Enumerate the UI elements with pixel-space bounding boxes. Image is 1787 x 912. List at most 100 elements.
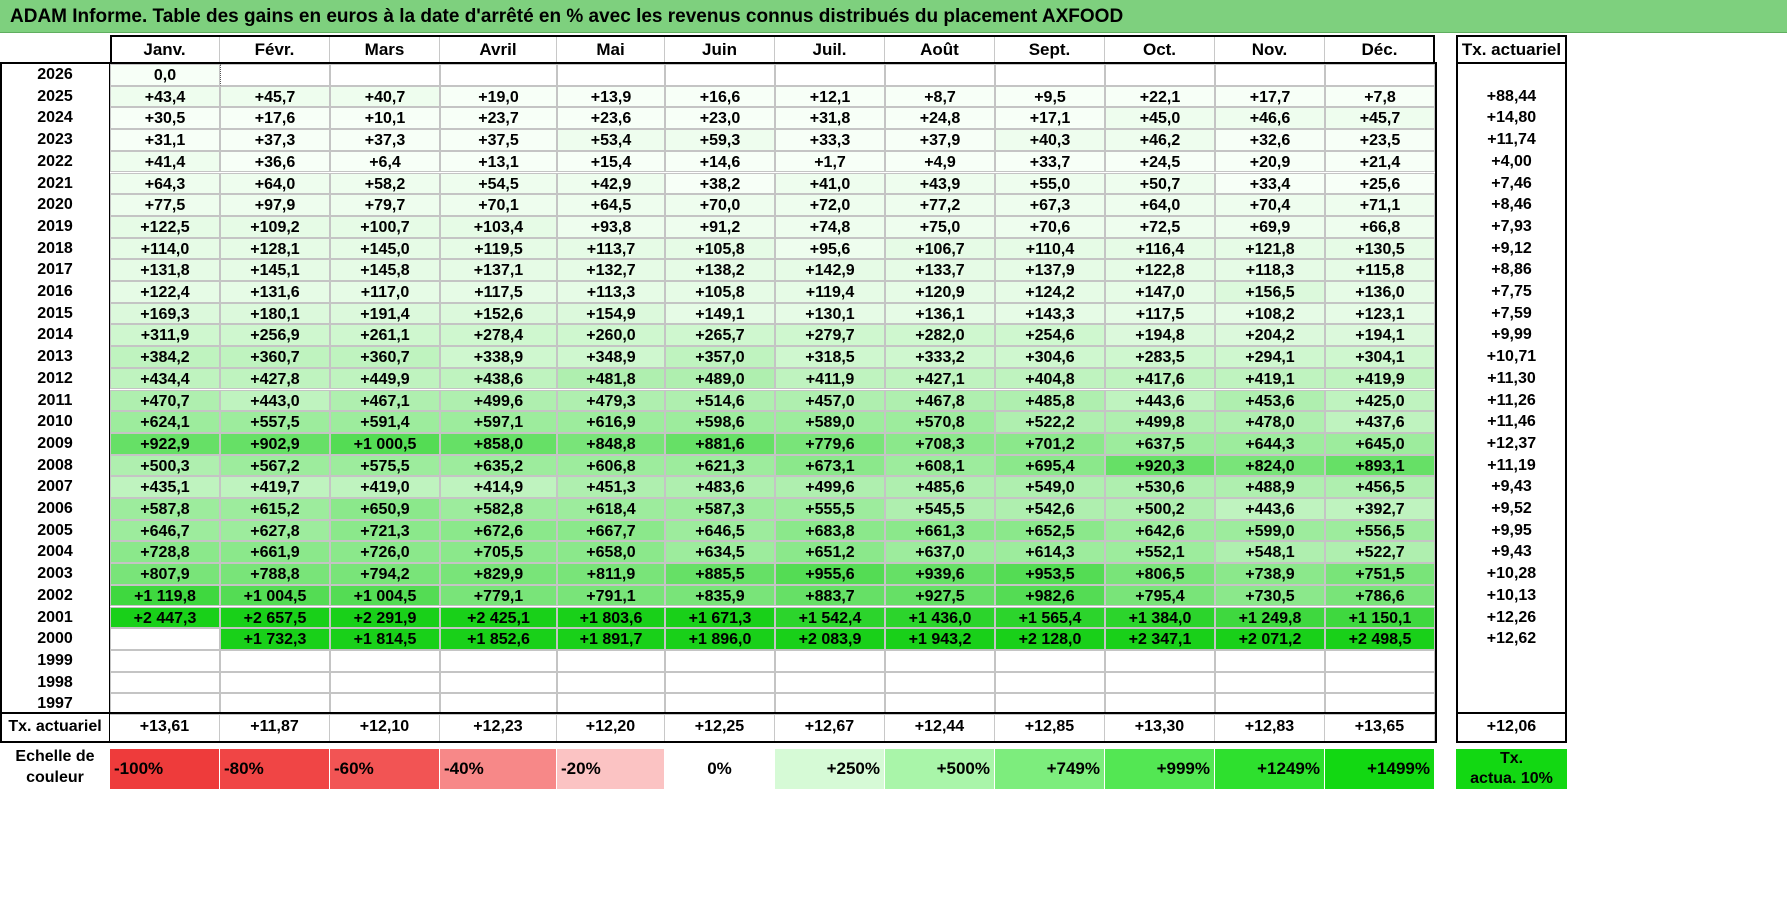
table-cell: +12,1 bbox=[775, 85, 885, 108]
scale-swatch: +749% bbox=[995, 749, 1104, 789]
table-cell bbox=[330, 693, 440, 715]
table-cell: +2 447,3 bbox=[110, 606, 220, 629]
table-cell: +598,6 bbox=[665, 411, 775, 433]
table-cell: +621,3 bbox=[665, 454, 775, 477]
table-cell: +50,7 bbox=[1105, 172, 1215, 195]
table-cell: +21,4 bbox=[1325, 150, 1435, 173]
year-label: 2025 bbox=[37, 87, 73, 105]
table-cell bbox=[557, 64, 665, 86]
table-cell bbox=[775, 649, 885, 672]
table-cell bbox=[330, 649, 440, 672]
table-cell: +597,1 bbox=[440, 411, 557, 433]
table-cell: +105,8 bbox=[665, 281, 775, 303]
scale-swatch: -100% bbox=[110, 749, 219, 789]
table-cell bbox=[220, 649, 330, 672]
footer-cell: +12,20 bbox=[557, 712, 665, 741]
rate-cell: +11,74 bbox=[1487, 131, 1536, 149]
table-cell: +38,2 bbox=[665, 172, 775, 195]
table-cell: +105,8 bbox=[665, 237, 775, 260]
scale-label-line: Echelle de bbox=[15, 748, 95, 765]
table-cell: +419,0 bbox=[330, 476, 440, 498]
table-cell: +522,2 bbox=[995, 411, 1105, 433]
month-header: Nov. bbox=[1215, 35, 1325, 64]
table-cell: +488,9 bbox=[1215, 476, 1325, 498]
year-label: 1997 bbox=[37, 695, 73, 713]
table-cell bbox=[1105, 64, 1215, 86]
table-cell bbox=[440, 693, 557, 715]
table-cell: +122,8 bbox=[1105, 259, 1215, 281]
year-label: 1998 bbox=[37, 673, 73, 691]
table-cell: +72,0 bbox=[775, 194, 885, 216]
table-cell: +451,3 bbox=[557, 476, 665, 498]
table-cell bbox=[557, 649, 665, 672]
table-cell: +443,6 bbox=[1105, 389, 1215, 412]
table-cell: +414,9 bbox=[440, 476, 557, 498]
table-cell: +46,6 bbox=[1215, 107, 1325, 130]
table-cell: +2 498,5 bbox=[1325, 628, 1435, 650]
table-cell: +615,2 bbox=[220, 498, 330, 520]
rate-cell: +9,43 bbox=[1491, 543, 1532, 561]
table-cell: +260,0 bbox=[557, 324, 665, 347]
table-cell: +1 896,0 bbox=[665, 628, 775, 650]
table-cell bbox=[1105, 693, 1215, 715]
table-cell: +587,8 bbox=[110, 498, 220, 520]
table-cell: +37,5 bbox=[440, 129, 557, 151]
rate-cell: +14,80 bbox=[1486, 109, 1537, 127]
table-cell: +927,5 bbox=[885, 584, 995, 607]
table-cell bbox=[110, 628, 220, 650]
table-cell: +1 732,3 bbox=[220, 628, 330, 650]
table-cell bbox=[885, 649, 995, 672]
table-cell: +567,2 bbox=[220, 454, 330, 477]
table-cell bbox=[220, 64, 330, 86]
footer-cell: +12,67 bbox=[775, 712, 885, 741]
month-header: Mai bbox=[557, 35, 665, 64]
table-cell: +70,6 bbox=[995, 215, 1105, 238]
table-cell: +522,7 bbox=[1325, 541, 1435, 564]
table-cell: +119,5 bbox=[440, 237, 557, 260]
table-cell: +902,9 bbox=[220, 432, 330, 455]
table-cell: +721,3 bbox=[330, 519, 440, 542]
rate-cell: +7,59 bbox=[1491, 304, 1532, 322]
table-cell: +116,4 bbox=[1105, 237, 1215, 260]
year-label: 2019 bbox=[37, 217, 73, 235]
table-cell: +142,9 bbox=[775, 259, 885, 281]
table-cell: +642,6 bbox=[1105, 519, 1215, 542]
month-header: Janv. bbox=[110, 35, 220, 64]
year-label: 2021 bbox=[37, 174, 73, 192]
scale-swatch: +999% bbox=[1105, 749, 1214, 789]
table-cell: +13,1 bbox=[440, 150, 557, 173]
table-cell: +751,5 bbox=[1325, 563, 1435, 585]
table-cell: +115,8 bbox=[1325, 259, 1435, 281]
table-border bbox=[0, 62, 1437, 714]
footer-cell: +12,25 bbox=[665, 712, 775, 741]
table-cell: +9,5 bbox=[995, 85, 1105, 108]
table-cell: +45,0 bbox=[1105, 107, 1215, 130]
table-cell: +514,6 bbox=[665, 389, 775, 412]
table-cell: +939,6 bbox=[885, 563, 995, 585]
table-cell: +256,9 bbox=[220, 324, 330, 347]
rate-cell: +7,75 bbox=[1491, 283, 1532, 300]
footer-cell: +12,23 bbox=[440, 712, 557, 741]
table-cell: +618,4 bbox=[557, 498, 665, 520]
table-cell bbox=[440, 649, 557, 672]
table-cell: +131,8 bbox=[110, 259, 220, 281]
scale-swatch: -60% bbox=[330, 749, 439, 789]
table-cell: +417,6 bbox=[1105, 367, 1215, 390]
rate-cell: +11,19 bbox=[1487, 456, 1536, 474]
table-cell: +22,1 bbox=[1105, 85, 1215, 108]
table-cell: +145,0 bbox=[330, 237, 440, 260]
year-label: 2001 bbox=[37, 608, 73, 626]
footer-cell: +13,61 bbox=[110, 712, 220, 741]
table-cell: +599,0 bbox=[1215, 519, 1325, 542]
table-cell: +360,7 bbox=[220, 346, 330, 368]
table-cell bbox=[330, 671, 440, 694]
table-cell: +726,0 bbox=[330, 541, 440, 564]
month-header: Sept. bbox=[995, 35, 1105, 64]
table-cell: +70,4 bbox=[1215, 194, 1325, 216]
table-cell: +667,7 bbox=[557, 519, 665, 542]
table-cell: +953,5 bbox=[995, 563, 1105, 585]
table-cell: +1 943,2 bbox=[885, 628, 995, 650]
table-cell: +311,9 bbox=[110, 324, 220, 347]
table-cell: +122,4 bbox=[110, 281, 220, 303]
table-cell: +149,1 bbox=[665, 302, 775, 325]
